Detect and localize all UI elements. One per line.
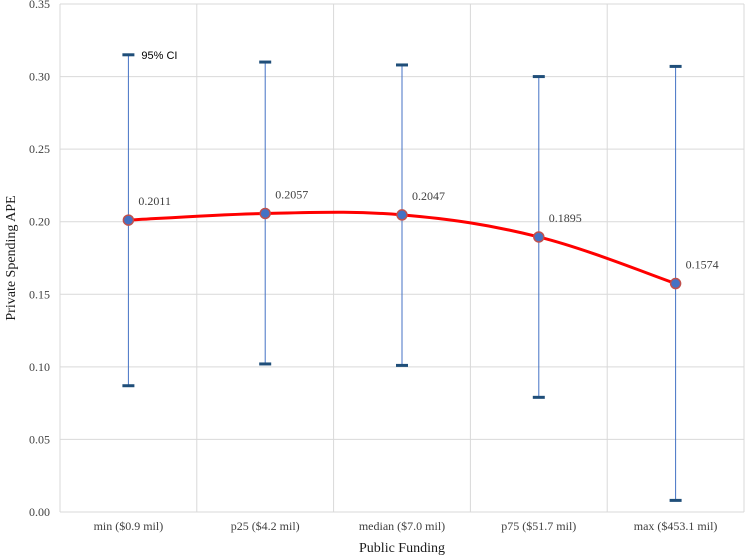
data-label: 0.1895	[549, 211, 582, 225]
y-tick-label: 0.35	[29, 0, 50, 11]
data-point	[669, 277, 682, 290]
ci-legend-label: 95% CI	[141, 50, 177, 62]
data-point	[396, 209, 408, 221]
data-point	[122, 214, 135, 226]
x-tick-label: p25 ($4.2 mil)	[231, 519, 300, 533]
x-axis-ticks: min ($0.9 mil) p25 ($4.2 mil) median ($7.0…	[94, 519, 718, 533]
y-axis-ticks: 0.00 0.05 0.10 0.15 0.20 0.25 0.30 0.35	[29, 0, 50, 519]
y-tick-label: 0.30	[29, 70, 50, 84]
data-point	[533, 231, 545, 243]
x-tick-label: max ($453.1 mil)	[634, 519, 718, 533]
x-tick-label: min ($0.9 mil)	[94, 519, 164, 533]
y-axis-title: Private Spending APE	[4, 195, 19, 320]
data-label: 0.1574	[686, 258, 719, 272]
y-tick-label: 0.05	[29, 432, 50, 446]
data-labels: 0.2011 0.2057 0.2047 0.1895 0.1574	[138, 187, 718, 271]
data-point	[259, 207, 271, 220]
y-tick-label: 0.25	[29, 142, 50, 156]
y-tick-label: 0.20	[29, 215, 50, 229]
y-tick-label: 0.10	[29, 360, 50, 374]
x-axis-title: Public Funding	[359, 541, 445, 556]
y-tick-label: 0.00	[29, 505, 50, 519]
x-tick-label: median ($7.0 mil)	[359, 519, 445, 533]
data-label: 0.2011	[138, 194, 171, 208]
data-label: 0.2047	[412, 189, 445, 203]
series-markers	[122, 207, 682, 290]
data-label: 0.2057	[275, 187, 308, 201]
confidence-intervals	[122, 53, 682, 502]
x-tick-label: p75 ($51.7 mil)	[501, 519, 576, 533]
y-tick-label: 0.15	[29, 287, 50, 301]
